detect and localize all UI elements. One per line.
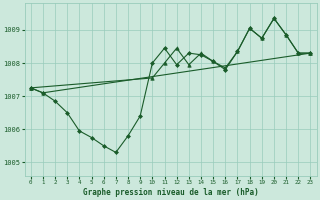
X-axis label: Graphe pression niveau de la mer (hPa): Graphe pression niveau de la mer (hPa): [83, 188, 259, 197]
